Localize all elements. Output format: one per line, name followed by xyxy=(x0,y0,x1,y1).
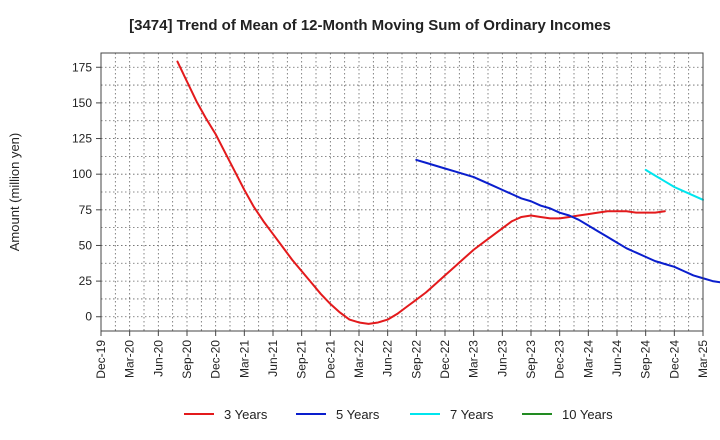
x-tick-label: Mar-22 xyxy=(352,340,366,378)
x-tick-label: Sep-24 xyxy=(639,340,653,379)
y-tick-label: 0 xyxy=(85,310,92,324)
y-tick-label: 50 xyxy=(79,238,93,252)
x-tick-label: Sep-23 xyxy=(524,340,538,379)
x-tick-label: Jun-21 xyxy=(266,340,280,377)
x-tick-label: Jun-22 xyxy=(381,340,395,377)
x-tick-label: Dec-24 xyxy=(667,340,681,379)
y-axis-ticks: 0 25 50 75 100 125 150 175 xyxy=(72,60,101,324)
series-line-7-years xyxy=(644,168,704,201)
x-axis-ticks: Dec-19 Mar-20 Jun-20 Sep-20 Dec-20 Mar-21 Jun-… xyxy=(94,331,710,379)
grid xyxy=(100,53,704,331)
x-tick-label: Sep-20 xyxy=(180,340,194,379)
y-tick-label: 125 xyxy=(72,132,92,146)
x-tick-label: Dec-23 xyxy=(553,340,567,379)
x-tick-label: Mar-24 xyxy=(581,340,595,378)
y-tick-label: 75 xyxy=(79,203,93,217)
chart-title: [3474] Trend of Mean of 12-Month Moving … xyxy=(129,17,611,34)
legend-label: 10 Years xyxy=(562,407,613,422)
y-axis-label: Amount (million yen) xyxy=(7,133,22,252)
y-tick-label: 25 xyxy=(79,274,93,288)
y-tick-label: 150 xyxy=(72,96,92,110)
x-tick-label: Sep-21 xyxy=(295,340,309,379)
series-line-5-years xyxy=(415,158,720,284)
legend-label: 5 Years xyxy=(336,407,380,422)
x-tick-label: Mar-23 xyxy=(467,340,481,378)
series-lines xyxy=(176,60,720,325)
x-tick-label: Jun-20 xyxy=(151,340,165,377)
x-tick-label: Dec-21 xyxy=(323,340,337,379)
y-tick-label: 100 xyxy=(72,167,92,181)
legend-label: 3 Years xyxy=(224,407,268,422)
x-tick-label: Dec-19 xyxy=(94,340,108,379)
series-line-3-years xyxy=(176,60,666,325)
x-tick-label: Dec-20 xyxy=(209,340,223,379)
x-tick-label: Mar-21 xyxy=(237,340,251,378)
legend-label: 7 Years xyxy=(450,407,494,422)
x-tick-label: Dec-22 xyxy=(438,340,452,379)
x-tick-label: Mar-25 xyxy=(696,340,710,378)
legend: 3 Years 5 Years 7 Years 10 Years xyxy=(184,407,613,422)
x-tick-label: Jun-24 xyxy=(610,340,624,377)
plot-frame xyxy=(100,52,704,332)
x-tick-label: Jun-23 xyxy=(495,340,509,377)
x-tick-label: Mar-20 xyxy=(123,340,137,378)
x-tick-label: Sep-22 xyxy=(409,340,423,379)
y-tick-label: 175 xyxy=(72,60,92,74)
